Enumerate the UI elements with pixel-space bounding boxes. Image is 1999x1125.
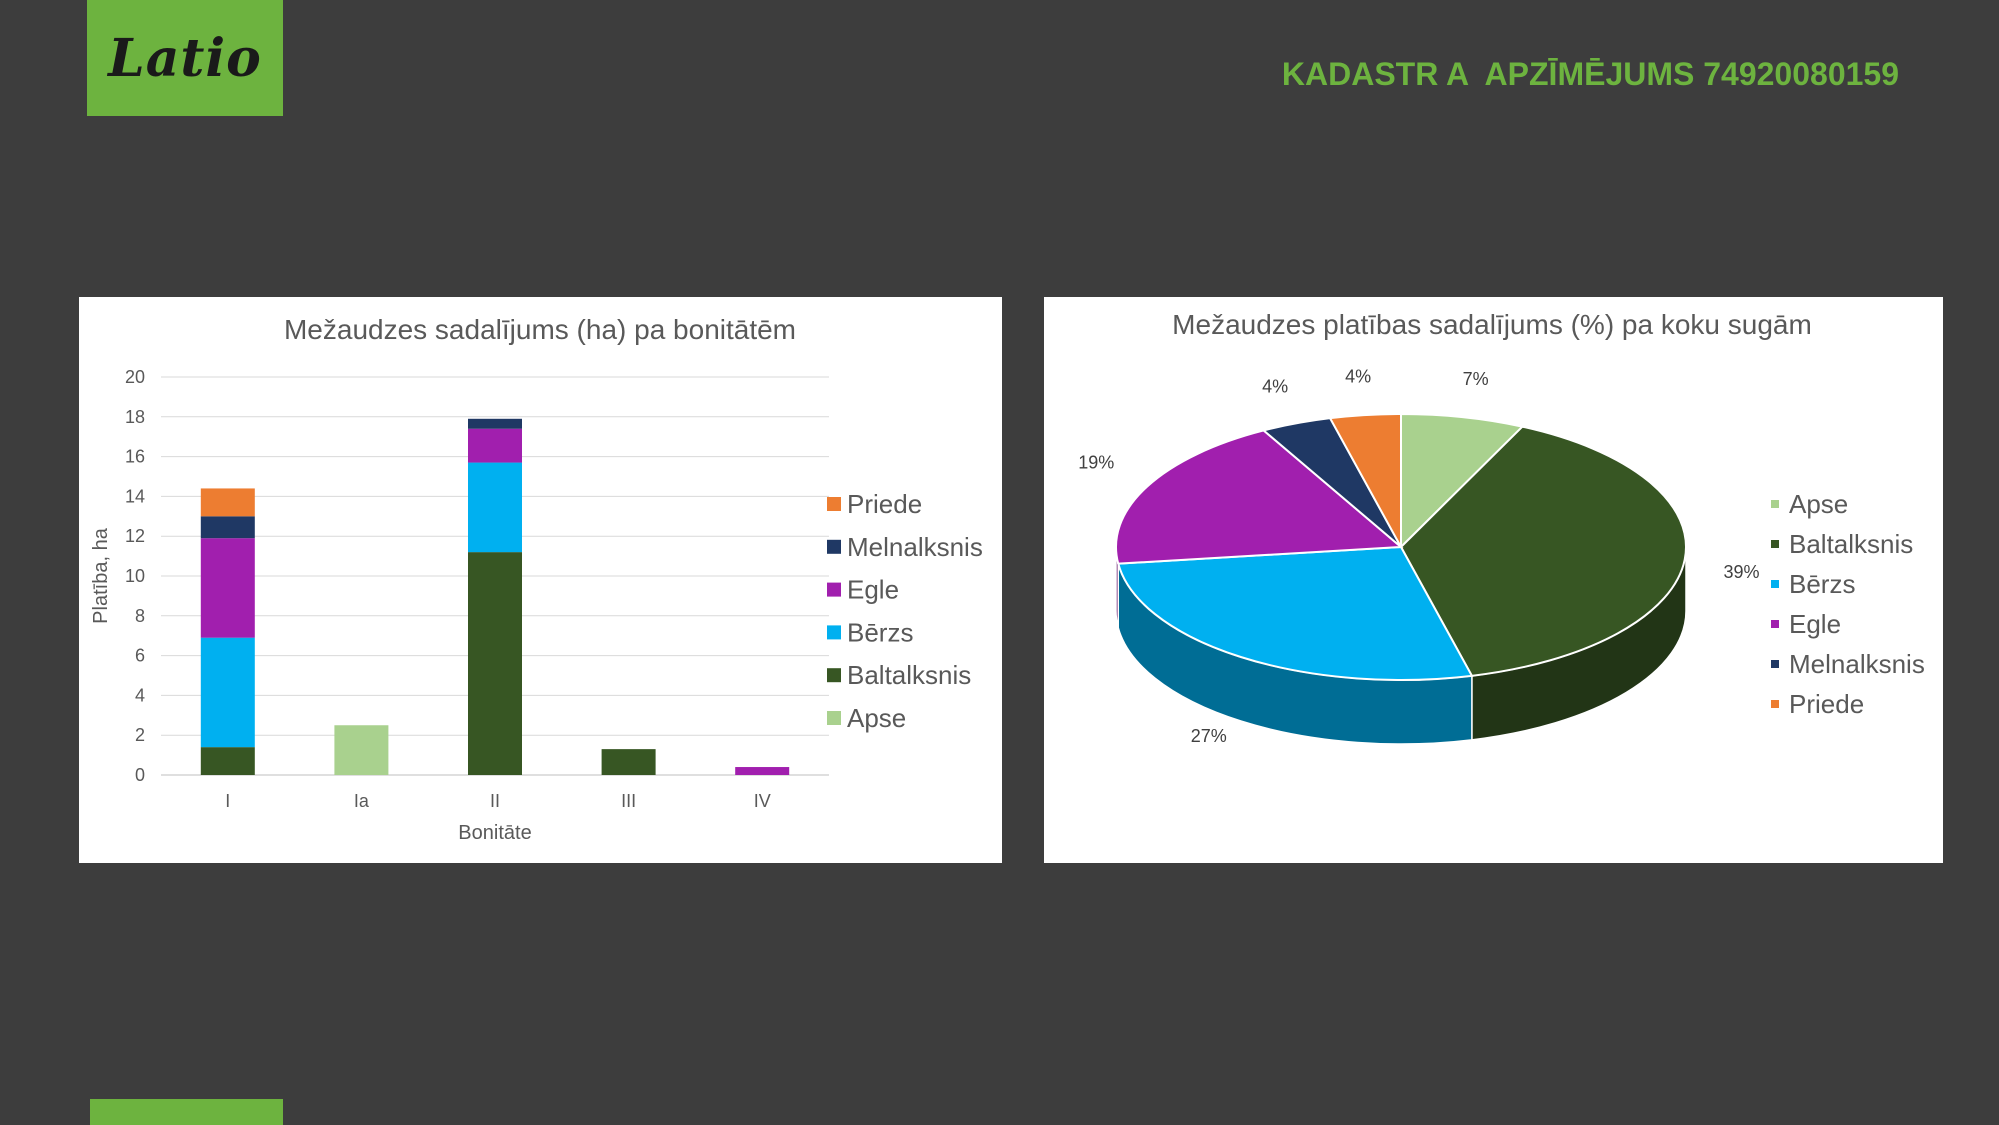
legend-swatch-melnalksnis: [827, 539, 841, 554]
legend-swatch-egle: [827, 582, 841, 597]
pie-data-label-priede: 4%: [1345, 367, 1371, 387]
bar-segment-egle: [735, 767, 790, 775]
pie-chart: Mežaudzes platības sadalījums (%) pa kok…: [1078, 309, 1925, 746]
cadastre-title: KADASTR A APZĪMĒJUMS 74920080159: [1281, 56, 1899, 92]
legend-label-melnalksnis: Melnalksnis: [847, 532, 983, 562]
x-tick-label: II: [490, 791, 500, 811]
pie-slice-egle: [1115, 429, 1404, 565]
bar-segment-egle: [200, 538, 255, 638]
y-tick-label: 4: [135, 685, 145, 705]
y-tick-label: 16: [125, 447, 145, 467]
y-tick-label: 8: [135, 606, 145, 626]
chart-title: Mežaudzes sadalījums (ha) pa bonitātēm: [284, 314, 796, 345]
pie-data-label-apse: 7%: [1463, 369, 1489, 389]
x-tick-label: I: [225, 791, 230, 811]
x-tick-label: III: [621, 791, 636, 811]
pie-slice-berzs: [1116, 545, 1474, 681]
legend-label-berzs: Bērzs: [1789, 569, 1855, 599]
legend-label-berzs: Bērzs: [847, 617, 913, 647]
y-tick-label: 20: [125, 367, 145, 387]
y-tick-label: 10: [125, 566, 145, 586]
legend-swatch-priede: [827, 497, 841, 511]
legend-swatch-apse: [827, 711, 841, 725]
y-tick-label: 12: [125, 526, 145, 546]
pie-data-label-melnalksnis: 4%: [1262, 377, 1288, 397]
bar-segment-baltalksnis: [601, 749, 656, 775]
legend-swatch-berzs: [827, 625, 841, 640]
x-axis-label: Bonitāte: [458, 822, 531, 844]
legend-swatch-baltalksnis: [827, 668, 841, 683]
legend-swatch-berzs: [1771, 580, 1779, 588]
legend-swatch-egle: [1771, 620, 1779, 628]
bar-segment-priede: [200, 488, 255, 517]
legend-label-priede: Priede: [1789, 689, 1864, 719]
pie-slice-priede: [1328, 412, 1402, 548]
legend-swatch-baltalksnis: [1771, 540, 1779, 548]
pie-data-label-berzs: 27%: [1191, 726, 1227, 746]
pie-slice-apse: [1400, 412, 1525, 550]
bar-segment-apse: [334, 725, 389, 775]
logo-text: Latio: [108, 27, 262, 89]
pie-slice-baltalksnis: [1399, 425, 1687, 677]
y-tick-label: 14: [125, 486, 145, 506]
stacked-bar-chart-panel: Mežaudzes sadalījums (ha) pa bonitātēm 0 2…: [79, 297, 1002, 863]
y-tick-label: 18: [125, 407, 145, 427]
bar-segment-berzs: [200, 637, 255, 748]
y-tick-label: 6: [135, 646, 145, 666]
legend-label-egle: Egle: [1789, 609, 1841, 639]
x-tick-label: IV: [754, 791, 771, 811]
bar-segment-melnalksnis: [200, 516, 255, 539]
bar-segment-egle: [468, 428, 522, 463]
legend-label-apse: Apse: [1789, 489, 1848, 519]
legend-swatch-priede: [1771, 700, 1779, 708]
bar-segment-melnalksnis: [468, 418, 522, 429]
pie-chart-panel: Mežaudzes platības sadalījums (%) pa kok…: [1044, 297, 1943, 863]
legend-label-priede: Priede: [847, 489, 922, 519]
y-tick-label: 0: [135, 765, 145, 785]
x-tick-label: Ia: [354, 791, 370, 811]
bar-segment-berzs: [468, 462, 522, 553]
y-tick-label: 2: [135, 725, 145, 745]
pie-data-label-egle: 19%: [1078, 453, 1114, 473]
legend-swatch-apse: [1771, 500, 1779, 508]
bar-segment-baltalksnis: [200, 747, 255, 775]
stacked-bar-chart: Mežaudzes sadalījums (ha) pa bonitātēm 0 2…: [90, 314, 983, 844]
chart-title: Mežaudzes platības sadalījums (%) pa kok…: [1172, 309, 1812, 340]
bar-segment-baltalksnis: [468, 552, 522, 775]
pie-data-label-baltalksnis: 39%: [1723, 562, 1759, 582]
y-axis-label: Platība, ha: [90, 527, 112, 624]
legend-label-melnalksnis: Melnalksnis: [1789, 649, 1925, 679]
latio-logo: Latio: [87, 0, 283, 116]
legend-swatch-melnalksnis: [1771, 660, 1779, 668]
legend-label-baltalksnis: Baltalksnis: [1789, 529, 1913, 559]
footer-accent-bar: [90, 1099, 283, 1125]
legend-label-baltalksnis: Baltalksnis: [847, 660, 971, 690]
legend-label-egle: Egle: [847, 575, 899, 605]
legend-label-apse: Apse: [847, 703, 906, 733]
